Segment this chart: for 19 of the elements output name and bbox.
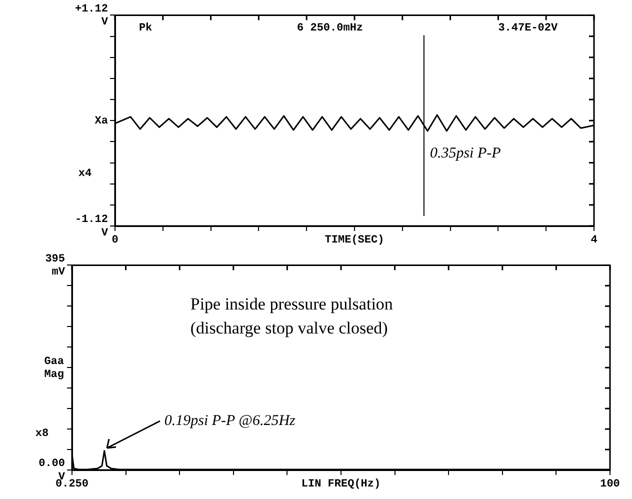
x-tick-label: 100 [600,478,620,490]
x-tick-label: 0 [112,234,118,246]
x-axis-title: LIN FREQ(Hz) [301,478,381,490]
y-axis-title: Gaa Mag [44,356,64,381]
y-tick-label: -1.12 V [74,214,108,240]
x-tick-label: 4 [590,234,598,246]
y-tick-label: Xa [94,115,108,128]
annotation: 3.47E-02V [498,22,558,35]
annotation: 0.35psi P-P [430,145,501,162]
y-tick-label: 395 mV [45,253,66,279]
x-axis-title: TIME(SEC) [324,234,384,246]
text: x4 [78,168,92,180]
annotation: Pk [138,22,153,35]
x-tick-label: 0.250 [55,478,89,490]
annotation: 6 250.0mHz [297,22,364,35]
annotation: 0.19psi P-P @6.25Hz [164,412,296,429]
text: Pipe inside pressure pulsation (discharge stop valve closed) [190,294,394,338]
y-tick-label: +1.12 V [74,3,108,29]
text: x8 [35,428,49,440]
